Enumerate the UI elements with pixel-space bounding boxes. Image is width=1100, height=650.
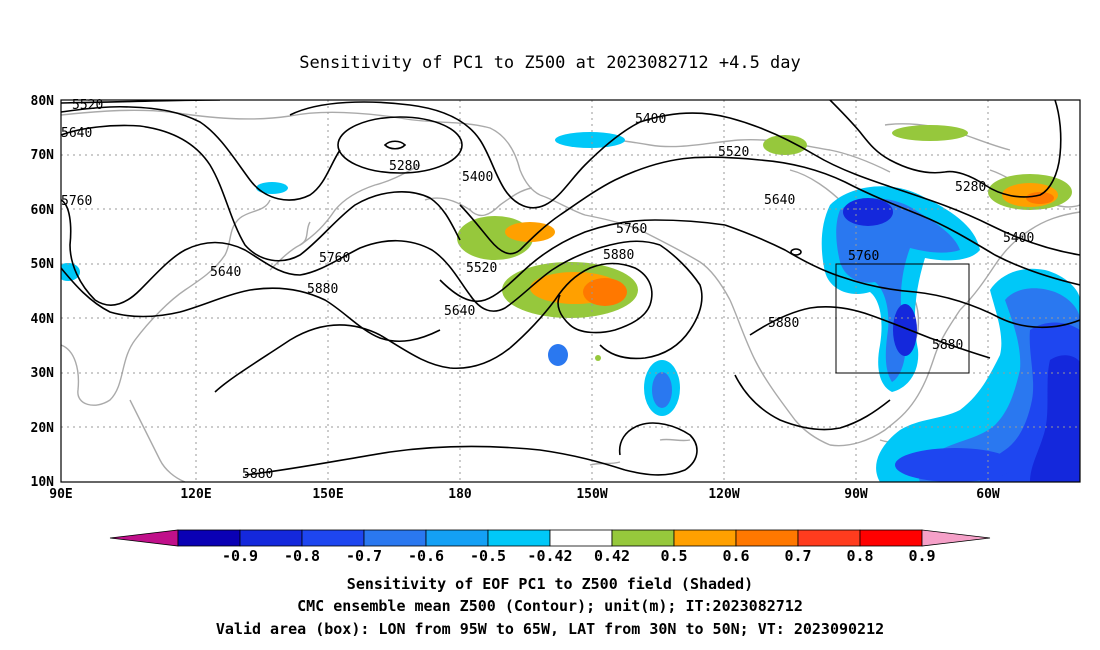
- colorbar-tick-label: 0.9: [908, 547, 935, 565]
- colorbar-segment: [673, 529, 737, 547]
- contour-label: 5760: [848, 249, 879, 264]
- colorbar-tick-label: 0.5: [660, 547, 687, 565]
- caption-line-2: CMC ensemble mean Z500 (Contour); unit(m…: [297, 597, 803, 615]
- colorbar-segment: [797, 529, 861, 547]
- contour-label: 5640: [210, 265, 241, 280]
- contour-label: 5880: [307, 282, 338, 297]
- contour-labels: 5520 5640 5760 5280 5400 5520 5400 5640 …: [61, 98, 1034, 482]
- lat-label: 80N: [31, 94, 55, 109]
- longitude-axis: 90E 120E 150E 180 150W 120W 90W 60W: [49, 487, 1000, 502]
- valid-area-box: [835, 263, 970, 374]
- lat-label: 60N: [31, 203, 55, 218]
- colorbar-segment: [177, 529, 241, 547]
- contour-label: 5640: [61, 126, 92, 141]
- colorbar-tick-label: 0.8: [846, 547, 873, 565]
- colorbar-tick-label: -0.9: [222, 547, 258, 565]
- colorbar-tick-label: -0.7: [346, 547, 382, 565]
- contour-label: 5880: [768, 316, 799, 331]
- colorbar-segment: [611, 529, 675, 547]
- colorbar-tick-label: 0.7: [784, 547, 811, 565]
- lon-label: 120W: [708, 487, 739, 502]
- lon-label: 120E: [180, 487, 211, 502]
- z500-contours: [61, 100, 1080, 476]
- colorbar-tick-label: -0.5: [470, 547, 506, 565]
- lon-label: 90W: [844, 487, 868, 502]
- sensitivity-shading: [61, 125, 1080, 482]
- caption: Sensitivity of EOF PC1 to Z500 field (Sh…: [216, 575, 884, 638]
- contour-label: 5880: [603, 248, 634, 263]
- contour-label: 5760: [61, 194, 92, 209]
- contour-label: 5400: [1003, 231, 1034, 246]
- colorbar-segment: [549, 529, 613, 547]
- contour-label: 5880: [242, 467, 273, 482]
- lat-label: 30N: [31, 366, 55, 381]
- contour-label: 5520: [718, 145, 749, 160]
- lon-label: 180: [448, 487, 472, 502]
- latitude-axis: 80N 70N 60N 50N 40N 30N 20N 10N: [31, 94, 55, 490]
- graticule: [61, 100, 1080, 482]
- colorbar-segment: [735, 529, 799, 547]
- lat-label: 20N: [31, 421, 55, 436]
- colorbar-max-triangle: [921, 529, 991, 547]
- lat-label: 70N: [31, 148, 55, 163]
- colorbar-tick-label: 0.42: [594, 547, 630, 565]
- lon-label: 60W: [976, 487, 1000, 502]
- caption-line-3: Valid area (box): LON from 95W to 65W, L…: [216, 620, 884, 638]
- caption-line-1: Sensitivity of EOF PC1 to Z500 field (Sh…: [347, 575, 753, 593]
- contour-label: 5400: [462, 170, 493, 185]
- map-panel: 5520 5640 5760 5280 5400 5520 5400 5640 …: [31, 94, 1081, 502]
- colorbar-segment: [239, 529, 303, 547]
- contour-label: 5400: [635, 112, 666, 127]
- contour-label: 5640: [764, 193, 795, 208]
- figure-title: Sensitivity of PC1 to Z500 at 2023082712…: [299, 53, 801, 73]
- colorbar-tick-label: 0.6: [722, 547, 749, 565]
- colorbar-segment: [301, 529, 365, 547]
- contour-label: 5280: [389, 159, 420, 174]
- lon-label: 90E: [49, 487, 72, 502]
- colorbar: [109, 529, 991, 547]
- contour-label: 5880: [932, 338, 963, 353]
- colorbar-min-triangle: [109, 529, 179, 547]
- contour-label: 5520: [466, 261, 497, 276]
- colorbar-segment: [487, 529, 551, 547]
- contour-label: 5520: [72, 98, 103, 113]
- contour-label: 5760: [319, 251, 350, 266]
- contour-label: 5280: [955, 180, 986, 195]
- colorbar-segment: [425, 529, 489, 547]
- colorbar-segment: [859, 529, 923, 547]
- lon-label: 150W: [576, 487, 607, 502]
- colorbar-labels: -0.9 -0.8 -0.7 -0.6 -0.5 -0.42 0.42 0.5 0.6 0.7 0.…: [222, 547, 936, 565]
- lat-label: 40N: [31, 312, 55, 327]
- lon-label: 150E: [312, 487, 343, 502]
- contour-label: 5640: [444, 304, 475, 319]
- colorbar-tick-label: -0.42: [527, 547, 572, 565]
- lat-label: 10N: [31, 475, 55, 490]
- map-frame: [60, 99, 1081, 483]
- contour-label: 5760: [616, 222, 647, 237]
- colorbar-tick-label: -0.6: [408, 547, 444, 565]
- lat-label: 50N: [31, 257, 55, 272]
- colorbar-segment: [363, 529, 427, 547]
- colorbar-tick-label: -0.8: [284, 547, 320, 565]
